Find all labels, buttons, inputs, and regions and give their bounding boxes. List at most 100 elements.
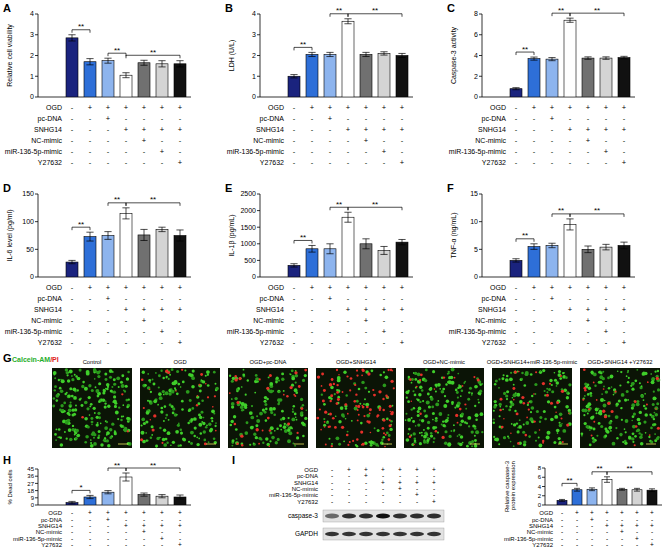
y-tick-label: 45 bbox=[27, 466, 34, 472]
error-bar bbox=[68, 501, 75, 503]
cell bbox=[93, 407, 96, 410]
cell bbox=[237, 387, 240, 390]
cell bbox=[281, 372, 284, 375]
cell bbox=[256, 415, 258, 417]
cell bbox=[52, 405, 55, 408]
cell bbox=[190, 442, 193, 445]
dead-cell bbox=[523, 402, 526, 405]
condition-label: miR-136-5p-mimic bbox=[5, 328, 63, 336]
cell bbox=[566, 392, 569, 395]
cell bbox=[88, 396, 91, 399]
cell bbox=[480, 412, 484, 416]
cell bbox=[107, 386, 109, 388]
y-tick bbox=[479, 97, 482, 98]
bar bbox=[342, 21, 354, 97]
cell bbox=[300, 406, 303, 409]
y-tick-label: 9 bbox=[31, 495, 35, 501]
cell bbox=[371, 441, 374, 444]
cell bbox=[213, 371, 216, 374]
condition-label: NC-mimic bbox=[31, 317, 62, 324]
dead-cell bbox=[349, 441, 351, 443]
cell bbox=[147, 373, 149, 375]
condition-sign: + bbox=[88, 103, 93, 112]
cell bbox=[97, 412, 100, 415]
cell bbox=[419, 401, 421, 403]
cell bbox=[168, 419, 170, 421]
cell bbox=[421, 389, 424, 392]
cell bbox=[174, 380, 178, 384]
cell bbox=[73, 396, 77, 400]
micrograph bbox=[52, 368, 132, 448]
condition-sign: - bbox=[161, 158, 164, 167]
dead-cell bbox=[372, 389, 374, 391]
condition-sign: - bbox=[533, 338, 536, 347]
bar bbox=[138, 235, 150, 277]
cell bbox=[549, 379, 552, 382]
cell bbox=[104, 426, 108, 430]
dead-cell bbox=[383, 432, 385, 434]
condition-sign: + bbox=[400, 283, 405, 292]
y-tick bbox=[257, 97, 260, 98]
condition-sign: - bbox=[125, 327, 128, 336]
cell bbox=[302, 379, 305, 382]
condition-sign: + bbox=[604, 283, 609, 292]
cell bbox=[98, 382, 101, 385]
dead-cell bbox=[369, 412, 371, 414]
condition-sign: + bbox=[160, 125, 165, 134]
condition-sign: + bbox=[382, 327, 387, 336]
cell bbox=[291, 427, 293, 429]
cell bbox=[188, 410, 190, 412]
cell bbox=[193, 435, 195, 437]
condition-sign: - bbox=[365, 294, 368, 303]
cell bbox=[519, 419, 521, 421]
cell bbox=[54, 433, 57, 436]
cell bbox=[534, 383, 537, 386]
condition-sign: - bbox=[161, 114, 164, 123]
condition-sign: + bbox=[622, 305, 627, 314]
dead-cell bbox=[296, 432, 298, 434]
cell bbox=[407, 418, 411, 422]
condition-label: OGD bbox=[48, 510, 62, 516]
cell bbox=[407, 433, 409, 435]
cell bbox=[281, 378, 284, 381]
cell bbox=[426, 433, 428, 435]
cell bbox=[553, 441, 556, 444]
condition-sign: - bbox=[533, 316, 536, 325]
cell bbox=[445, 383, 447, 385]
condition-label: pc-DNA bbox=[481, 115, 506, 123]
cell bbox=[405, 419, 407, 421]
condition-sign: + bbox=[586, 283, 591, 292]
condition-sign: + bbox=[586, 125, 591, 134]
cell bbox=[146, 439, 148, 441]
y-tick-label: 50 bbox=[26, 246, 34, 253]
cell bbox=[59, 387, 62, 390]
dead-cell bbox=[443, 376, 445, 378]
dead-cell bbox=[362, 443, 365, 446]
bar bbox=[564, 20, 576, 97]
cell bbox=[215, 387, 219, 391]
y-tick-label: 1500 bbox=[240, 224, 256, 231]
condition-sign: - bbox=[311, 327, 314, 336]
significance-label: ** bbox=[596, 464, 602, 473]
cell bbox=[559, 377, 562, 380]
y-tick bbox=[35, 249, 38, 250]
dead-cell bbox=[319, 408, 321, 410]
condition-sign: - bbox=[515, 283, 518, 292]
condition-sign: - bbox=[125, 338, 128, 347]
cell bbox=[435, 390, 437, 392]
significance-label: ** bbox=[150, 195, 156, 204]
condition-label: miR-136-5p-mimic bbox=[13, 536, 62, 542]
dead-cell bbox=[360, 431, 363, 434]
marks bbox=[510, 18, 630, 97]
significance-label: * bbox=[79, 483, 82, 492]
condition-sign: - bbox=[71, 283, 74, 292]
cell bbox=[304, 374, 307, 377]
cell bbox=[120, 381, 123, 384]
cell bbox=[411, 408, 413, 410]
cell bbox=[255, 424, 258, 427]
cell bbox=[182, 381, 185, 384]
cell bbox=[513, 445, 515, 447]
condition-sign: + bbox=[586, 103, 591, 112]
cell bbox=[377, 429, 380, 432]
dead-cell bbox=[377, 414, 380, 417]
